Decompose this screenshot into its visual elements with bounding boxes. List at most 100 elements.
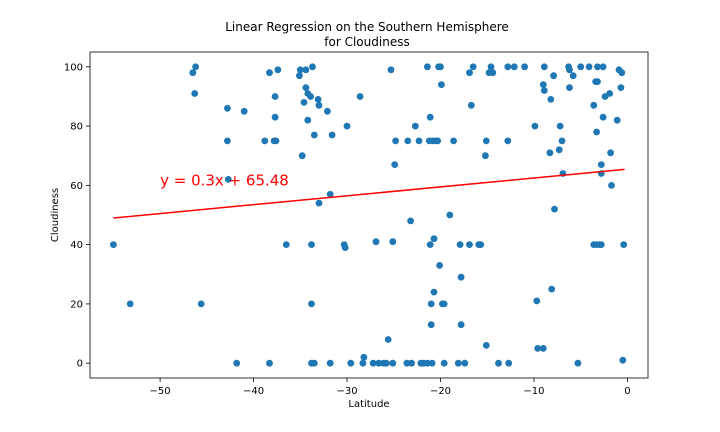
data-point [324,107,331,115]
y-tick-label: 20 [70,299,83,310]
data-point [551,205,558,213]
data-point [534,345,542,352]
data-point [428,359,436,367]
data-point [450,137,457,145]
data-point [489,69,497,77]
data-point [310,359,318,367]
data-point [272,137,280,145]
data-point [454,359,462,367]
data-point [233,359,241,367]
data-point [266,69,273,77]
data-point [469,63,477,71]
data-point [594,63,601,71]
data-point [566,84,573,91]
data-point [550,72,557,80]
regression-equation-annotation: y = 0.3x + 65.48 [160,171,289,189]
x-tick-label: −20 [430,386,451,397]
data-point [620,241,628,249]
data-point [328,131,336,139]
data-point [261,137,269,145]
data-point [466,69,473,77]
x-tick-label: −40 [243,386,264,397]
data-point [533,297,541,305]
data-point [569,72,577,80]
data-point [482,342,490,349]
y-tick-label: 80 [70,122,83,133]
chart-title-line-2: for Cloudiness [324,35,409,49]
data-point [539,81,547,88]
data-point [384,336,392,343]
data-point [456,241,464,249]
data-point [426,113,434,121]
data-point [440,300,448,308]
data-point [315,199,323,207]
x-tick-label: 0 [624,386,630,397]
data-point [594,78,601,85]
data-point [360,353,368,361]
data-point [304,116,312,124]
data-point [372,238,380,246]
data-point [430,235,438,243]
data-point [585,63,593,71]
data-point [438,81,445,88]
y-tick-label: 100 [64,62,83,73]
data-point [274,66,282,74]
x-tick-label: −30 [336,386,357,397]
data-point [282,241,290,249]
data-point [566,66,573,74]
data-point [343,122,351,130]
data-point [461,359,469,367]
scatter-points [110,63,628,367]
y-tick-label: 40 [70,240,83,251]
data-point [482,137,490,145]
data-point [369,359,377,367]
data-point [597,161,605,169]
data-point [608,182,615,189]
data-point [487,63,495,71]
data-point [424,63,431,71]
data-point [597,241,605,249]
data-point [415,137,423,145]
regression-line [113,168,625,219]
data-point [224,176,232,183]
data-point [266,359,273,367]
data-point [427,300,435,308]
plot-area: −50 −40 −30 −20 −10 0 0 20 40 60 80 100 [64,51,649,397]
data-point [540,87,548,94]
data-point [298,152,306,160]
data-point [271,93,279,100]
data-point [619,356,627,364]
data-point [590,101,598,109]
data-point [430,288,438,296]
data-point [457,321,465,329]
data-point [407,217,414,225]
data-point [224,137,231,145]
data-point [296,66,304,74]
data-point [310,131,318,139]
data-point [427,321,435,329]
data-point [302,84,310,91]
data-point [467,101,475,109]
chart-title-line-1: Linear Regression on the Southern Hemisp… [225,20,509,34]
data-point [391,161,399,169]
data-point [531,122,539,130]
data-point [411,122,419,130]
data-point [308,241,315,249]
data-point [540,63,548,71]
data-point [326,359,334,367]
data-point [224,104,231,112]
data-point [477,241,485,249]
data-point [192,63,200,71]
data-point [389,238,397,246]
data-point [556,122,564,130]
data-point [434,137,442,145]
data-point [505,359,513,367]
data-point [546,149,554,157]
data-point [110,241,117,249]
data-point [308,300,315,308]
data-point [539,345,547,352]
data-point [347,359,355,367]
data-point [504,137,512,145]
